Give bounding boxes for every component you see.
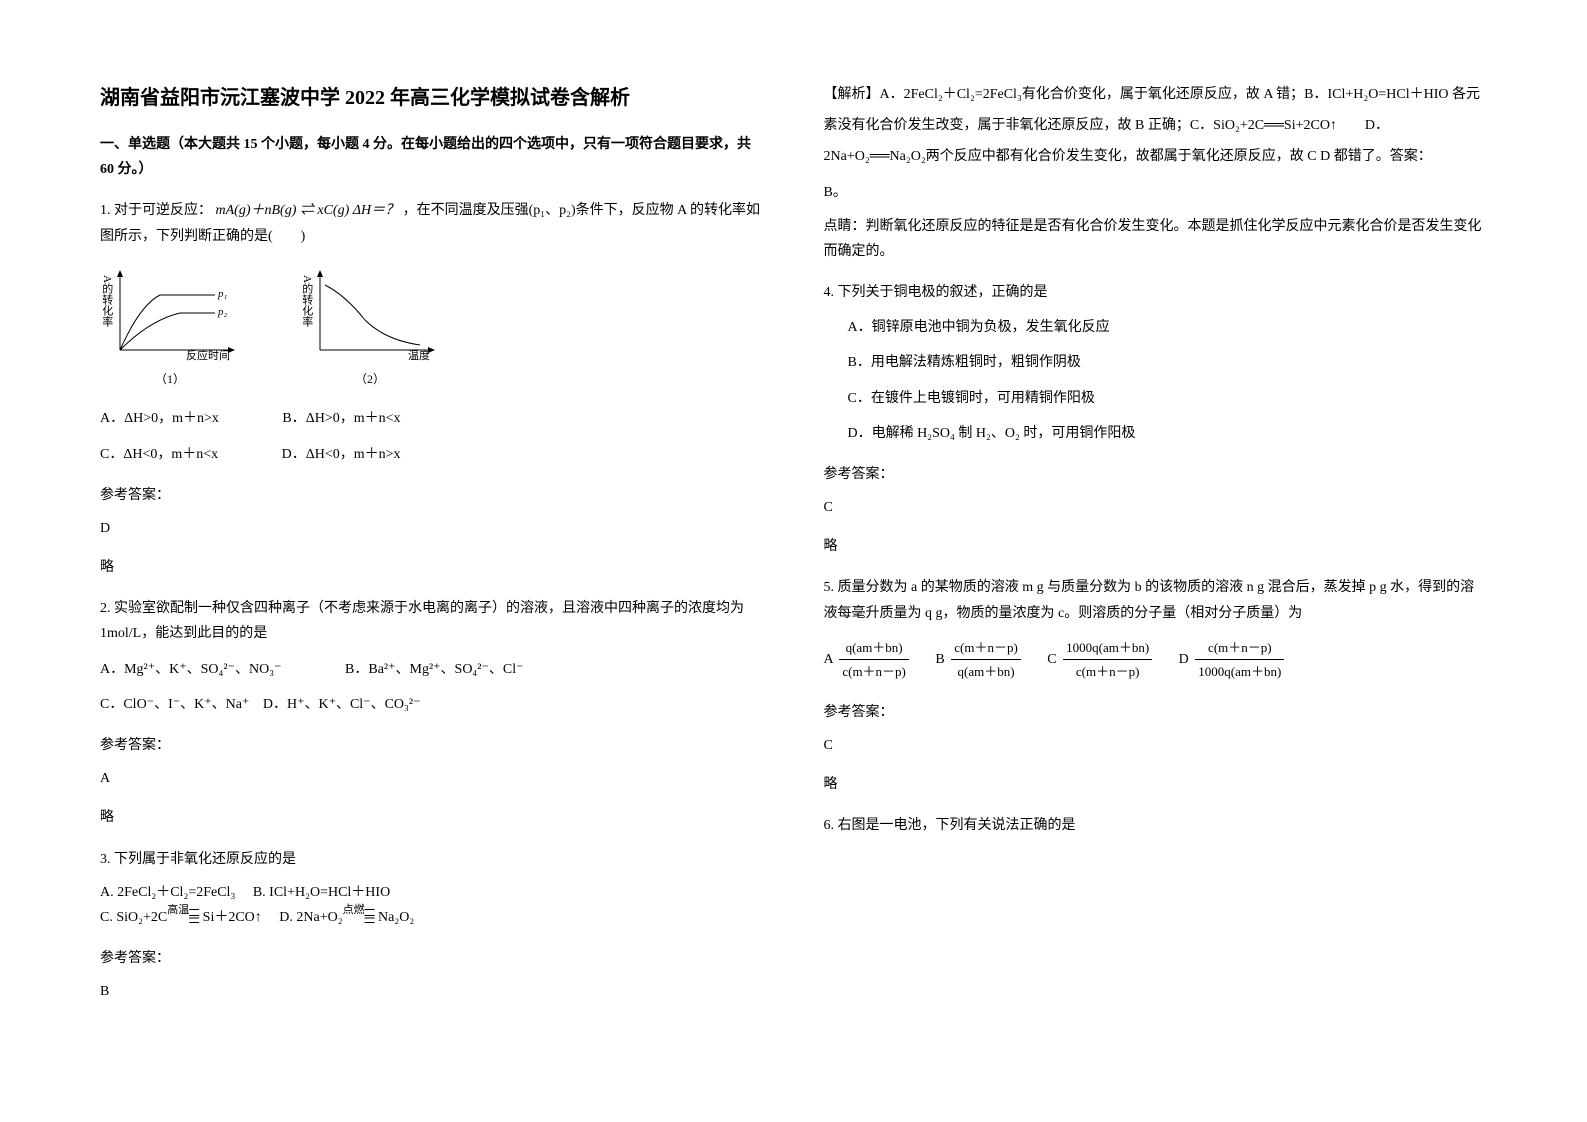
q1-optD: D．ΔH<0，m＋n>x xyxy=(282,442,401,467)
q3-optD-cond: 点燃 xyxy=(343,904,365,916)
q1-optC: C．ΔH<0，m＋n<x xyxy=(100,442,218,467)
q1-answer-label: 参考答案： xyxy=(100,483,764,508)
q3-analysis: 【解析】A．2FeCl₂＋Cl₂=2FeCl₃有化合价变化，属于氧化还原反应，故… xyxy=(824,80,1488,172)
q4-optD: D．电解稀 H₂SO₄ 制 H₂、O₂ 时，可用铜作阳极 xyxy=(824,421,1488,446)
q2-answer: A xyxy=(100,766,764,791)
svg-text:p₂: p₂ xyxy=(217,306,228,318)
q5-optD-den: 1000q(am＋bn) xyxy=(1195,660,1284,683)
q5-options: A q(am＋bn)c(m＋n－p) B c(m＋n－p)q(am＋bn) C … xyxy=(824,636,1488,684)
q3-optB: B. ICl+H₂O=HCl＋HIO xyxy=(253,885,390,900)
q5-optB-den: q(am＋bn) xyxy=(951,660,1021,683)
question-1: 1. 对于可逆反应： mA(g)＋nB(g) ⇌ xC(g) ΔH＝？ ，在不同… xyxy=(100,198,764,248)
question-2: 2. 实验室欲配制一种仅含四种离子（不考虑来源于水电离的离子）的溶液，且溶液中四… xyxy=(100,596,764,646)
q1-answer: D xyxy=(100,516,764,541)
q5-answer: C xyxy=(824,733,1488,758)
q3-optD-prefix: D. 2Na+O₂ xyxy=(279,910,342,925)
q3-note: 点睛：判断氧化还原反应的特征是是否有化合价发生变化。本题是抓住化学反应中元素化合… xyxy=(824,214,1488,264)
graph1-ylabel: A的转化率 xyxy=(96,275,116,327)
q1-lue: 略 xyxy=(100,555,764,580)
graph1-caption: （1） xyxy=(100,369,240,391)
q2-optB: B．Ba²⁺、Mg²⁺、SO₄²⁻、Cl⁻ xyxy=(345,657,524,682)
q1-optB: B．ΔH>0，m＋n<x xyxy=(282,406,400,431)
q2-optC: C．ClO⁻、I⁻、K⁺、Na⁺ xyxy=(100,692,249,717)
q1-text1: 1. 对于可逆反应： xyxy=(100,203,212,218)
q2-optD: D．H⁺、K⁺、Cl⁻、CO₃²⁻ xyxy=(263,692,421,717)
q5-optD: D c(m＋n－p)1000q(am＋bn) xyxy=(1179,636,1288,684)
q2-answer-label: 参考答案： xyxy=(100,733,764,758)
q5-optA-num: q(am＋bn) xyxy=(839,636,909,660)
q5-optA-label: A xyxy=(824,652,833,667)
q3-options-row2: C. SiO₂+2C高温═ Si＋2CO↑ D. 2Na+O₂点燃═ Na₂O₂ xyxy=(100,905,764,930)
q3-optD-suffix: Na₂O₂ xyxy=(375,910,415,925)
q3-answer2: B。 xyxy=(824,180,1488,205)
q4-optC: C．在镀件上电镀铜时，可用精铜作阳极 xyxy=(824,386,1488,411)
q3-answer: B xyxy=(100,979,764,1004)
q2-optA: A．Mg²⁺、K⁺、SO₄²⁻、NO₃⁻ xyxy=(100,657,282,682)
q5-optA: A q(am＋bn)c(m＋n－p) xyxy=(824,636,912,684)
graph2-caption: （2） xyxy=(300,369,440,391)
question-6: 6. 右图是一电池，下列有关说法正确的是 xyxy=(824,813,1488,838)
q3-optC-cond: 高温 xyxy=(167,904,189,916)
q5-optC-den: c(m＋n－p) xyxy=(1063,660,1152,683)
q1-graphs: A的转化率 p₁ p₂ 反应时间 （1） A的转化率 xyxy=(100,265,764,391)
q2-options-row2: C．ClO⁻、I⁻、K⁺、Na⁺ D．H⁺、K⁺、Cl⁻、CO₃²⁻ xyxy=(100,692,764,717)
q4-optA: A．铜锌原电池中铜为负极，发生氧化反应 xyxy=(824,315,1488,340)
q3-optC-suffix: Si＋2CO↑ xyxy=(199,910,262,925)
q5-optC-num: 1000q(am＋bn) xyxy=(1063,636,1152,660)
q5-optC: C 1000q(am＋bn)c(m＋n－p) xyxy=(1047,636,1155,684)
q3-answer-label: 参考答案： xyxy=(100,946,764,971)
q1-formula: mA(g)＋nB(g) ⇌ xC(g) ΔH＝？ xyxy=(216,203,400,218)
svg-text:p₁: p₁ xyxy=(217,288,228,300)
q5-optA-den: c(m＋n－p) xyxy=(839,660,909,683)
q1-graph-1: A的转化率 p₁ p₂ 反应时间 xyxy=(100,265,240,365)
q3-optA: A. 2FeCl₂＋Cl₂=2FeCl₃ xyxy=(100,885,235,900)
question-5: 5. 质量分数为 a 的某物质的溶液 m g 与质量分数为 b 的该物质的溶液 … xyxy=(824,575,1488,625)
question-3: 3. 下列属于非氧化还原反应的是 xyxy=(100,847,764,872)
graph1-xlabel: 反应时间 xyxy=(186,347,230,367)
question-4: 4. 下列关于铜电极的叙述，正确的是 xyxy=(824,280,1488,305)
q5-optD-num: c(m＋n－p) xyxy=(1195,636,1284,660)
q4-answer-label: 参考答案： xyxy=(824,462,1488,487)
q5-answer-label: 参考答案： xyxy=(824,700,1488,725)
section-header: 一、单选题（本大题共 15 个小题，每小题 4 分。在每小题给出的四个选项中，只… xyxy=(100,132,764,182)
q5-optD-label: D xyxy=(1179,652,1189,667)
page-title: 湖南省益阳市沅江塞波中学 2022 年高三化学模拟试卷含解析 xyxy=(100,80,764,116)
q5-lue: 略 xyxy=(824,772,1488,797)
q5-optB-num: c(m＋n－p) xyxy=(951,636,1021,660)
q5-optC-label: C xyxy=(1047,652,1056,667)
q4-answer: C xyxy=(824,495,1488,520)
graph2-xlabel: 温度 xyxy=(408,347,430,367)
q2-options-row1: A．Mg²⁺、K⁺、SO₄²⁻、NO₃⁻ B．Ba²⁺、Mg²⁺、SO₄²⁻、C… xyxy=(100,657,764,682)
q4-optB: B．用电解法精炼粗铜时，粗铜作阴极 xyxy=(824,350,1488,375)
q3-options-row1: A. 2FeCl₂＋Cl₂=2FeCl₃ B. ICl+H₂O=HCl＋HIO xyxy=(100,880,764,905)
q1-graph-2: A的转化率 温度 xyxy=(300,265,440,365)
q1-optA: A．ΔH>0，m＋n>x xyxy=(100,406,219,431)
q5-optB-label: B xyxy=(935,652,944,667)
q5-optB: B c(m＋n－p)q(am＋bn) xyxy=(935,636,1023,684)
q1-options-row1: A．ΔH>0，m＋n>x B．ΔH>0，m＋n<x xyxy=(100,406,764,431)
q4-lue: 略 xyxy=(824,534,1488,559)
graph2-ylabel: A的转化率 xyxy=(296,275,316,327)
q1-options-row2: C．ΔH<0，m＋n<x D．ΔH<0，m＋n>x xyxy=(100,442,764,467)
q3-optC-prefix: C. SiO₂+2C xyxy=(100,910,167,925)
q2-lue: 略 xyxy=(100,805,764,830)
